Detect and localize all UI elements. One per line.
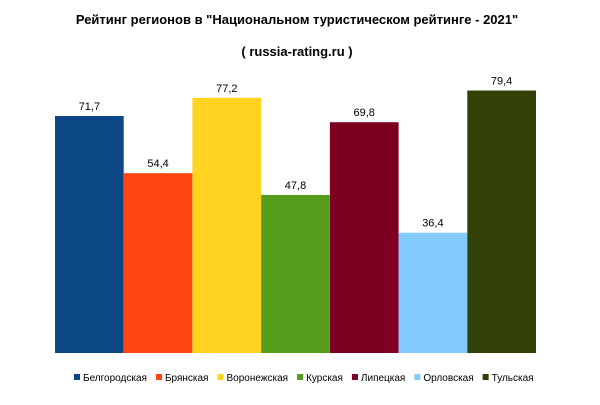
value-label-3: 77,2 [216, 83, 237, 95]
value-label-4: 47,8 [285, 180, 306, 192]
legend: Белгородская Брянская Воронежская Курская Ли… [74, 373, 534, 384]
legend-label-3: Воронежская [226, 373, 288, 384]
legend-swatch-7 [482, 374, 489, 380]
legend-label-6: Орловская [423, 373, 473, 384]
value-label-2: 54,4 [147, 158, 168, 170]
legend-label-4: Курская [306, 373, 343, 384]
legend-label-2: Брянская [165, 373, 209, 384]
bars-layer [55, 90, 536, 353]
chart-title: Рейтинг регионов в "Национальном туристи… [76, 12, 518, 27]
value-label-1: 71,7 [79, 101, 100, 113]
bar-3 [192, 97, 262, 353]
bar-6 [398, 232, 468, 353]
bar-4 [261, 195, 330, 353]
legend-swatch-1 [74, 374, 80, 380]
bar-7 [467, 90, 536, 353]
bar-1 [55, 116, 124, 353]
value-label-5: 69,8 [353, 107, 374, 119]
legend-swatch-2 [155, 374, 162, 380]
legend-swatch-6 [414, 374, 421, 380]
legend-swatch-3 [217, 374, 224, 380]
legend-label-7: Тульская [492, 373, 534, 384]
legend-label-5: Липецкая [361, 373, 405, 384]
bar-2 [123, 173, 193, 353]
legend-swatch-4 [297, 374, 304, 380]
value-label-7: 79,4 [491, 76, 512, 88]
value-label-6: 36,4 [422, 218, 443, 230]
value-labels-layer: 71,7 54,4 77,2 47,8 69,8 36,4 79,4 [79, 76, 513, 230]
bar-5 [329, 122, 399, 353]
chart-subtitle: ( russia-rating.ru ) [241, 44, 352, 59]
legend-label-1: Белгородская [83, 373, 147, 384]
legend-swatch-5 [351, 374, 358, 380]
